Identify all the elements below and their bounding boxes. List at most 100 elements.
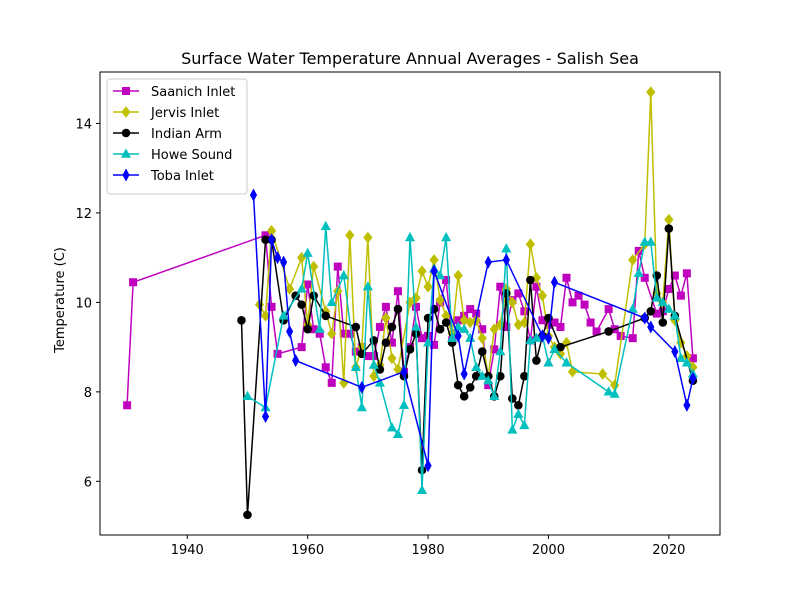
chart-title: Surface Water Temperature Annual Average… — [181, 49, 639, 68]
data-point — [368, 359, 379, 369]
data-point — [404, 231, 416, 242]
data-point — [393, 287, 402, 296]
data-point — [689, 371, 697, 385]
data-point — [675, 352, 686, 362]
data-point — [651, 292, 662, 302]
data-point — [314, 323, 325, 333]
data-point — [423, 280, 433, 293]
data-point — [417, 265, 427, 277]
data-point — [658, 318, 668, 327]
data-point — [663, 303, 674, 313]
data-point — [442, 276, 451, 285]
data-point — [568, 298, 577, 307]
data-point — [495, 346, 506, 356]
data-point — [338, 269, 349, 280]
data-point — [514, 400, 523, 410]
data-point — [641, 311, 649, 325]
data-point — [273, 349, 282, 358]
data-point — [483, 375, 494, 385]
data-point — [586, 318, 595, 327]
data-point — [454, 329, 462, 343]
data-point — [423, 337, 434, 347]
data-point — [242, 390, 253, 401]
x-tick-label: 1960 — [291, 543, 324, 558]
data-point — [604, 327, 613, 336]
data-point — [410, 321, 422, 331]
data-point — [489, 323, 499, 336]
legend-item: Saanich Inlet — [113, 85, 235, 100]
data-point — [628, 254, 638, 266]
data-point — [477, 370, 488, 380]
data-point — [267, 302, 276, 311]
x-tick-label: 2020 — [652, 543, 685, 558]
data-point — [435, 324, 445, 334]
data-point — [603, 386, 614, 396]
legend-label: Toba Inlet — [150, 169, 214, 184]
data-point — [267, 233, 276, 247]
data-point — [447, 332, 458, 342]
data-point — [387, 352, 397, 365]
data-point — [519, 316, 530, 329]
data-point — [683, 398, 691, 412]
data-point — [681, 357, 692, 367]
data-point — [292, 353, 300, 368]
data-point — [471, 361, 482, 371]
data-point — [633, 267, 644, 278]
data-point — [345, 229, 355, 242]
data-point — [327, 378, 336, 387]
data-point — [405, 345, 415, 354]
data-point — [609, 388, 620, 398]
y-tick-label: 14 — [75, 117, 92, 132]
data-point — [362, 281, 373, 291]
data-point — [567, 365, 578, 378]
legend-marker — [120, 148, 132, 158]
data-point — [664, 284, 673, 293]
data-point — [333, 262, 342, 271]
data-point — [321, 363, 330, 372]
data-point — [424, 459, 432, 473]
plot-frame — [99, 71, 721, 536]
data-point — [260, 310, 271, 322]
data-point — [526, 275, 535, 285]
data-point — [502, 253, 510, 267]
data-point — [465, 383, 475, 392]
data-point — [489, 390, 500, 401]
data-point — [286, 324, 294, 339]
data-point — [490, 345, 499, 354]
data-point — [303, 324, 312, 334]
data-point — [278, 310, 289, 320]
data-point — [435, 294, 445, 306]
data-point — [435, 269, 446, 280]
data-point — [381, 312, 391, 324]
legend-label: Howe Sound — [151, 148, 232, 163]
data-point — [386, 422, 397, 432]
x-tick-label: 1980 — [412, 543, 445, 558]
legend: Saanich Inlet Jervis Inlet Indian Arm Howe … — [106, 78, 248, 195]
data-point — [459, 323, 470, 333]
data-point — [466, 305, 475, 314]
data-point — [543, 357, 554, 367]
x-tick-label: 2000 — [532, 543, 565, 558]
data-point — [249, 188, 258, 202]
data-point — [646, 86, 656, 98]
data-point — [375, 322, 384, 331]
data-point — [412, 302, 421, 311]
data-point — [303, 280, 312, 289]
data-point — [441, 231, 452, 242]
data-point — [484, 255, 492, 269]
data-point — [320, 220, 331, 231]
y-axis-label: Temperature (C) — [53, 247, 68, 354]
data-point — [513, 408, 524, 418]
data-point — [129, 278, 138, 287]
data-point — [671, 345, 679, 359]
x-tick-label: 1940 — [171, 543, 204, 558]
data-point — [350, 361, 361, 371]
data-point — [604, 305, 613, 314]
data-point — [309, 260, 319, 273]
ticks-layer: 1940 1960 1980 2000 2020 6 8 10 12 14 — [75, 117, 685, 558]
legend-item: Jervis Inlet — [113, 106, 219, 121]
data-point — [544, 331, 553, 345]
y-tick-label: 6 — [84, 475, 92, 490]
data-point — [669, 310, 680, 320]
